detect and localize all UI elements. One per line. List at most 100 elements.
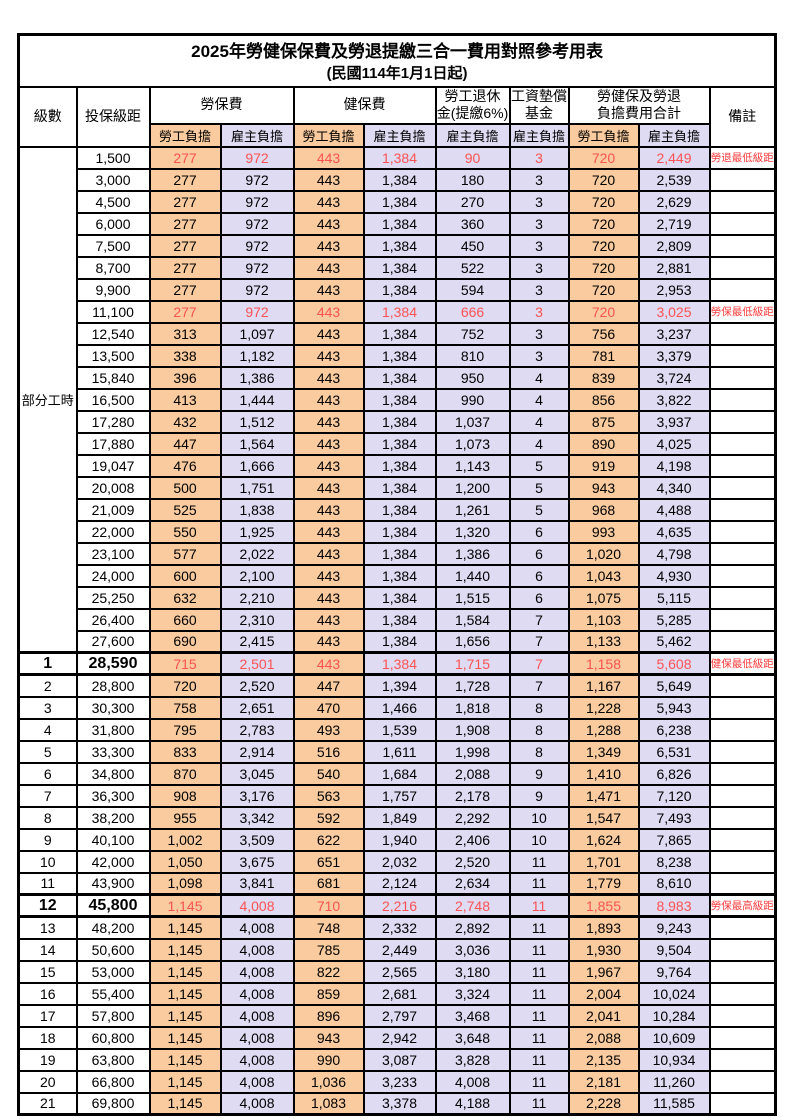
value-cell: 7	[508, 629, 570, 654]
table-row: 23,100 577 2,022 443 1,384 1,386 6 1,020 4,798	[19, 541, 777, 566]
value-cell: 972	[219, 299, 295, 324]
header-pension-line1: 勞工退休	[444, 87, 501, 104]
value-cell: 443	[292, 453, 365, 478]
bracket-cell: 40,100	[75, 827, 151, 852]
note-cell	[708, 409, 777, 434]
note-cell	[708, 343, 777, 368]
value-cell: 577	[148, 541, 222, 566]
note-cell	[708, 1003, 777, 1028]
value-cell: 8,983	[637, 893, 711, 918]
value-cell: 1,656	[434, 629, 511, 654]
value-cell: 443	[292, 343, 365, 368]
value-cell: 443	[292, 563, 365, 588]
bracket-cell: 25,250	[75, 585, 151, 610]
level-cell: 10	[17, 849, 78, 874]
subheader-health-employee: 勞工負擔	[292, 122, 365, 148]
bracket-cell: 27,600	[75, 629, 151, 654]
table-row: 24,000 600 2,100 443 1,384 1,440 6 1,043 4,930	[19, 563, 777, 588]
value-cell: 11	[508, 981, 570, 1006]
value-cell: 4,008	[219, 1069, 295, 1094]
note-cell	[708, 233, 777, 258]
value-cell: 4,008	[219, 893, 295, 918]
bracket-cell: 34,800	[75, 761, 151, 786]
value-cell: 9,764	[637, 959, 711, 984]
value-cell: 972	[219, 189, 295, 214]
value-cell: 2,216	[362, 893, 437, 918]
value-cell: 9	[508, 783, 570, 808]
note-cell: 勞退最低級距	[708, 145, 777, 170]
value-cell: 1,384	[362, 343, 437, 368]
value-cell: 550	[148, 519, 222, 544]
subheader-labor-employee: 勞工負擔	[148, 122, 222, 148]
table-row: 22,000 550 1,925 443 1,384 1,320 6 993 4,635	[19, 519, 777, 544]
value-cell: 6,238	[637, 717, 711, 742]
note-cell	[708, 387, 777, 412]
value-cell: 681	[292, 871, 365, 896]
table-row: 4 31,800 795 2,783 493 1,539 1,908 8 1,288 6,238	[17, 717, 777, 742]
value-cell: 2,124	[362, 871, 437, 896]
note-cell: 健保最低級距	[708, 651, 777, 676]
value-cell: 3,176	[219, 783, 295, 808]
value-cell: 2,032	[362, 849, 437, 874]
value-cell: 1,386	[219, 365, 295, 390]
note-cell	[708, 871, 777, 896]
value-cell: 313	[148, 321, 222, 346]
level-cell: 18	[17, 1025, 78, 1050]
table-row: 13,500 338 1,182 443 1,384 810 3 781 3,379	[19, 343, 777, 368]
value-cell: 11	[508, 1091, 570, 1116]
header-total-line1: 勞健保及勞退	[597, 87, 681, 104]
value-cell: 919	[567, 453, 640, 478]
value-cell: 8	[508, 695, 570, 720]
value-cell: 972	[219, 277, 295, 302]
value-cell: 3,937	[637, 409, 711, 434]
table-row: 4,500 277 972 443 1,384 270 3 720 2,629	[19, 189, 777, 214]
value-cell: 1,384	[362, 167, 437, 192]
value-cell: 2,501	[219, 651, 295, 676]
value-cell: 5,943	[637, 695, 711, 720]
bracket-cell: 15,840	[75, 365, 151, 390]
value-cell: 443	[292, 167, 365, 192]
subheader-health-employer: 雇主負擔	[362, 122, 437, 148]
value-cell: 4,008	[219, 1025, 295, 1050]
value-cell: 1,728	[434, 673, 511, 698]
value-cell: 8	[508, 717, 570, 742]
value-cell: 1,838	[219, 497, 295, 522]
bracket-cell: 11,100	[75, 299, 151, 324]
subheader-total-employee: 勞工負擔	[567, 122, 640, 148]
bracket-cell: 9,900	[75, 277, 151, 302]
table-row: 15,840 396 1,386 443 1,384 950 4 839 3,724	[19, 365, 777, 390]
value-cell: 500	[148, 475, 222, 500]
bracket-cell: 28,590	[75, 651, 151, 676]
level-cell: 15	[17, 959, 78, 984]
bracket-cell: 4,500	[75, 189, 151, 214]
bracket-cell: 17,880	[75, 431, 151, 456]
value-cell: 1,384	[362, 563, 437, 588]
value-cell: 443	[292, 629, 365, 654]
value-cell: 1,200	[434, 475, 511, 500]
value-cell: 1,998	[434, 739, 511, 764]
value-cell: 5	[508, 453, 570, 478]
value-cell: 4,798	[637, 541, 711, 566]
subheader-total-employer: 雇主負擔	[637, 122, 711, 148]
value-cell: 1,930	[567, 937, 640, 962]
subheader-labor-employer: 雇主負擔	[219, 122, 295, 148]
table-row: 16 55,400 1,145 4,008 859 2,681 3,324 11 2,004 10…	[17, 981, 777, 1006]
value-cell: 1,779	[567, 871, 640, 896]
level-cell: 19	[17, 1047, 78, 1072]
value-cell: 5,649	[637, 673, 711, 698]
value-cell: 1,167	[567, 673, 640, 698]
bracket-cell: 60,800	[75, 1025, 151, 1050]
value-cell: 632	[148, 585, 222, 610]
value-cell: 1,228	[567, 695, 640, 720]
value-cell: 2,310	[219, 607, 295, 632]
value-cell: 1,539	[362, 717, 437, 742]
value-cell: 11	[508, 959, 570, 984]
value-cell: 2,004	[567, 981, 640, 1006]
table-row: 5 33,300 833 2,914 516 1,611 1,998 8 1,349 6,531	[17, 739, 777, 764]
value-cell: 525	[148, 497, 222, 522]
level-cell: 8	[17, 805, 78, 830]
value-cell: 1,002	[148, 827, 222, 852]
level-cell: 7	[17, 783, 78, 808]
value-cell: 822	[292, 959, 365, 984]
bracket-cell: 24,000	[75, 563, 151, 588]
